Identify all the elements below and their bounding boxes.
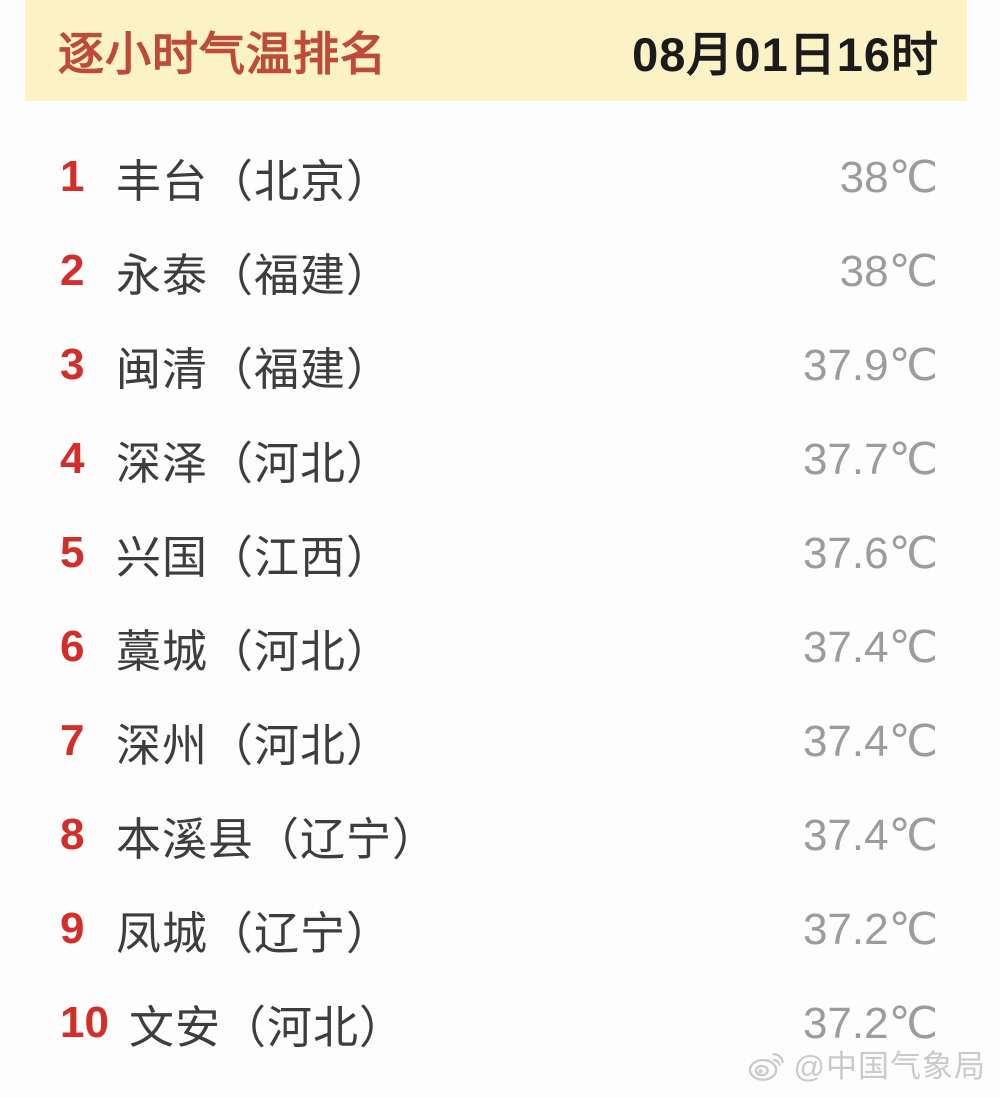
temperature-value: 37.9℃ [802, 340, 938, 390]
rank-number: 9 [60, 904, 85, 953]
page-title: 逐小时气温排名 [58, 27, 387, 80]
station-name: 本溪县（辽宁） [116, 813, 439, 865]
station-name: 藁城（河北） [116, 625, 393, 677]
ranking-row: 3 闽清（福建） 37.9℃ [0, 318, 1000, 412]
rank-number: 2 [60, 246, 85, 295]
temperature-value: 37.2℃ [802, 998, 938, 1048]
rank-number: 5 [60, 528, 85, 577]
ranking-row: 5 兴国（江西） 37.6℃ [0, 506, 1000, 600]
station-name: 永泰（福建） [116, 249, 393, 301]
watermark-text: @中国气象局 [793, 1049, 986, 1084]
station-name: 深州（河北） [116, 719, 393, 771]
weibo-icon [746, 1045, 788, 1083]
header-banner: 逐小时气温排名 08月01日16时 [25, 0, 967, 101]
temperature-value: 38℃ [839, 152, 938, 202]
temperature-value: 37.2℃ [802, 904, 938, 954]
station-name: 凤城（辽宁） [116, 907, 393, 959]
ranking-row: 1 丰台（北京） 38℃ [0, 130, 1000, 224]
temperature-value: 38℃ [839, 246, 938, 296]
temperature-value: 37.7℃ [802, 434, 938, 484]
ranking-row: 7 深州（河北） 37.4℃ [0, 694, 1000, 788]
rank-number: 1 [60, 152, 85, 201]
ranking-row: 6 藁城（河北） 37.4℃ [0, 600, 1000, 694]
rank-number: 7 [60, 716, 85, 765]
station-name: 兴国（江西） [116, 531, 393, 583]
station-name: 闽清（福建） [116, 343, 393, 395]
temperature-value: 37.4℃ [802, 810, 938, 860]
ranking-row: 2 永泰（福建） 38℃ [0, 224, 1000, 318]
ranking-row: 8 本溪县（辽宁） 37.4℃ [0, 788, 1000, 882]
temperature-value: 37.4℃ [802, 716, 938, 766]
ranking-row: 10 文安（河北） 37.2℃ [0, 976, 1000, 1070]
temperature-value: 37.4℃ [802, 622, 938, 672]
rank-number: 4 [60, 434, 85, 483]
station-name: 丰台（北京） [116, 155, 393, 207]
ranking-row: 9 凤城（辽宁） 37.2℃ [0, 882, 1000, 976]
rank-number: 8 [60, 810, 85, 859]
rank-number: 6 [60, 622, 85, 671]
temperature-value: 37.6℃ [802, 528, 938, 578]
ranking-row: 4 深泽（河北） 37.7℃ [0, 412, 1000, 506]
ranking-list: 1 丰台（北京） 38℃ 2 永泰（福建） 38℃ 3 闽清（福建） 37.9℃… [0, 130, 1000, 1070]
header-datetime: 08月01日16时 [632, 28, 939, 81]
station-name: 深泽（河北） [116, 437, 393, 489]
station-name: 文安（河北） [128, 1001, 405, 1053]
rank-number: 3 [60, 340, 85, 389]
rank-number: 10 [60, 998, 109, 1047]
watermark: @中国气象局 [746, 1041, 986, 1086]
